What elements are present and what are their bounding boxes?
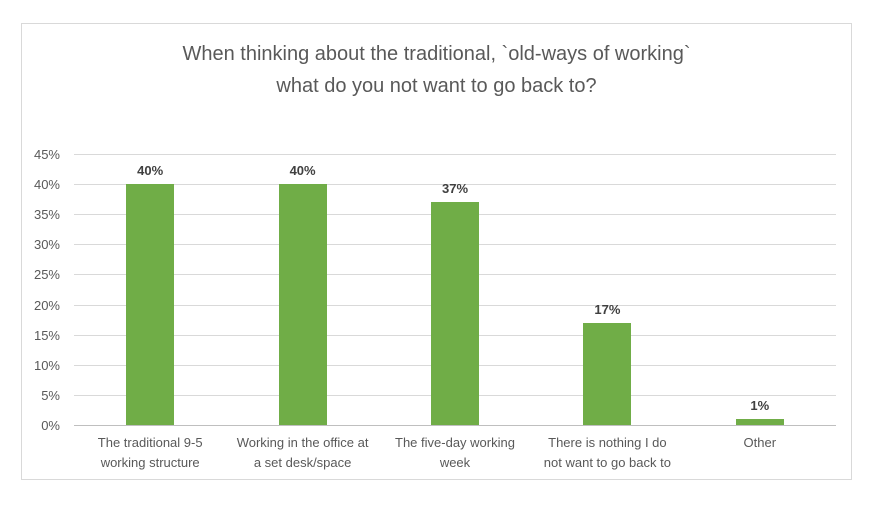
- bar-data-label: 40%: [289, 163, 316, 179]
- y-axis-tick-label: 0%: [41, 418, 60, 433]
- y-axis-tick-label: 15%: [33, 327, 60, 343]
- y-axis-tick-label: 45%: [33, 147, 60, 162]
- y-axis-tick-label: 10%: [33, 357, 60, 373]
- bar[interactable]: [735, 418, 784, 425]
- x-axis-category-label: The five-day working week: [395, 435, 515, 470]
- y-axis-tick-label: 40%: [33, 177, 60, 193]
- y-axis-tick-label: 30%: [33, 237, 60, 253]
- y-axis-tick-label: 20%: [33, 297, 60, 313]
- x-axis-category-label: Working in the office at a set desk/spac…: [236, 435, 369, 470]
- y-axis-tick-label: 35%: [33, 207, 60, 223]
- x-axis-category-label: The traditional 9-5 working structure: [97, 435, 203, 470]
- bar-data-label: 37%: [441, 181, 469, 197]
- x-axis-category-label: There is nothing I do not want to go bac…: [543, 435, 671, 470]
- bar-data-label: 1%: [750, 397, 770, 413]
- bar[interactable]: [431, 202, 479, 425]
- bar[interactable]: [583, 322, 632, 425]
- y-axis-tick-label: 25%: [33, 267, 60, 283]
- y-axis-tick-label: 5%: [41, 387, 60, 403]
- chart-title-line2: what do you not want to go back to?: [276, 75, 597, 97]
- chart-title: When thinking about the traditional, `ol…: [22, 38, 851, 102]
- chart-title-line1: When thinking about the traditional, `ol…: [182, 43, 691, 65]
- bar-chart: When thinking about the traditional, `ol…: [21, 23, 852, 480]
- gridline: [74, 154, 836, 155]
- bar[interactable]: [278, 184, 327, 425]
- bar[interactable]: [126, 184, 175, 425]
- bar-data-label: 40%: [137, 163, 164, 179]
- bar-data-label: 17%: [594, 301, 621, 317]
- gridline: [74, 184, 836, 186]
- x-axis-category-label: Other: [743, 435, 777, 450]
- x-axis-line: [74, 425, 836, 426]
